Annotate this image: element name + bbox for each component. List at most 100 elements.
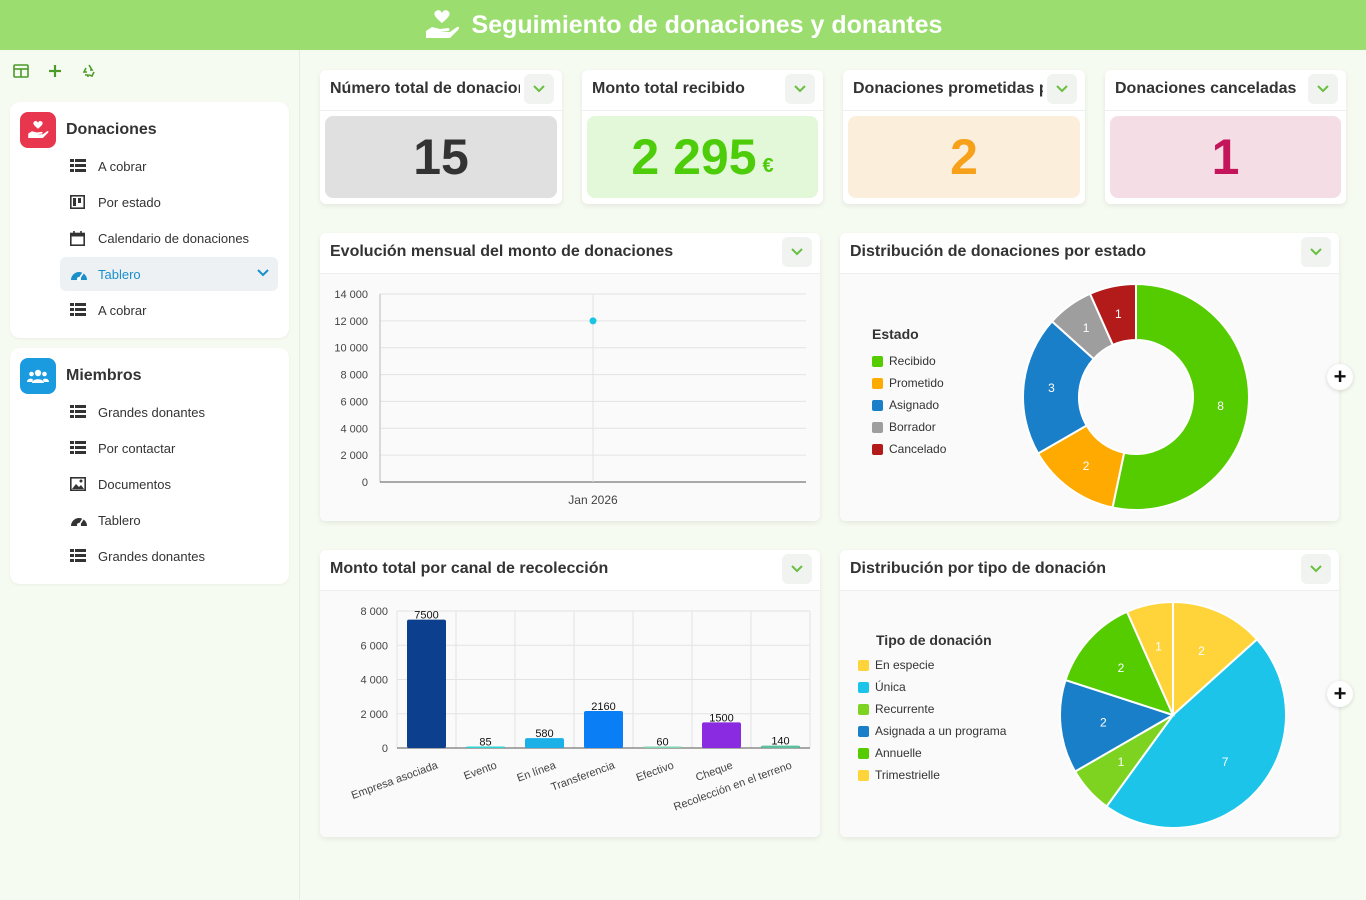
sidebar-item-tablero[interactable]: Tablero [60, 257, 278, 291]
legend-item[interactable]: Trimestrielle [858, 764, 1006, 786]
data-point [589, 317, 597, 325]
chevron-down-icon[interactable] [1301, 554, 1331, 584]
sidebar-item-documentos[interactable]: Documentos [60, 467, 278, 501]
legend-label: Borrador [889, 420, 936, 434]
legend-item[interactable]: Recurrente [858, 698, 1006, 720]
legend-label: Asignado [889, 398, 940, 412]
legend-title: Estado [872, 326, 919, 342]
slice-label: 3 [1048, 381, 1055, 395]
legend-swatch [858, 747, 869, 759]
recycle-icon[interactable] [76, 58, 102, 84]
y-tick-label: 12 000 [334, 316, 368, 328]
pie-slice [1088, 282, 1137, 347]
chart-title: Evolución mensual del monto de donacione… [330, 243, 674, 260]
chevron-down-icon[interactable] [1308, 74, 1338, 104]
legend-swatch [858, 725, 869, 737]
app-title: Seguimiento de donaciones y donantes [471, 10, 943, 39]
sidebar-item-por-estado[interactable]: Por estado [60, 185, 278, 219]
chevron-down-icon[interactable] [782, 237, 812, 267]
chart-title: Monto total por canal de recolección [330, 560, 609, 577]
legend-swatch [858, 659, 869, 671]
y-tick-label: 8 000 [340, 370, 368, 382]
bar [702, 722, 741, 748]
kpi-value-box: 15 [325, 116, 557, 198]
legend-item[interactable]: Asignada a un programa [858, 720, 1006, 742]
bar-value-label: 85 [479, 737, 491, 749]
legend-item[interactable]: Prometido [872, 372, 946, 394]
app-header: Seguimiento de donaciones y donantes [0, 0, 1366, 50]
chart-title: Distribución por tipo de donación [850, 560, 1106, 577]
sidebar: Donaciones A cobrar Por estado Calendari… [0, 50, 300, 900]
kpi-value: 15 [413, 129, 469, 185]
toggle-layout-icon[interactable] [8, 58, 34, 84]
y-tick-label: 0 [362, 477, 368, 489]
kanban-icon [70, 195, 88, 209]
sidebar-item-a-cobrar[interactable]: A cobrar [60, 149, 278, 183]
sidebar-item-grandes-donantes[interactable]: Grandes donantes [60, 395, 278, 429]
gallery-icon [70, 477, 88, 491]
kpi-value: 2 295 [631, 129, 757, 185]
bar [407, 619, 446, 748]
kpi-value-box: 1 [1110, 116, 1341, 198]
chart-card-type: Distribución por tipo de donación Tipo d… [840, 550, 1339, 837]
sidebar-item-label: Calendario de donaciones [98, 230, 250, 246]
bar-value-label: 7500 [414, 610, 438, 622]
legend-item[interactable]: En especie [858, 654, 1006, 676]
slice-label: 2 [1118, 661, 1125, 675]
sidebar-item-por-contactar[interactable]: Por contactar [60, 431, 278, 465]
y-tick-label: 4 000 [360, 675, 388, 687]
table-icon [70, 159, 88, 173]
sidebar-item-grandes-donantes-2[interactable]: Grandes donantes [60, 539, 278, 573]
legend-label: Annuelle [875, 746, 922, 760]
chart-title: Distribución de donaciones por estado [850, 243, 1147, 260]
legend-swatch [872, 377, 883, 389]
dashboard-icon [70, 513, 88, 528]
legend-item[interactable]: Annuelle [858, 742, 1006, 764]
legend-item[interactable]: Cancelado [872, 438, 946, 460]
sidebar-item-calendario[interactable]: Calendario de donaciones [60, 221, 278, 255]
chevron-down-icon[interactable] [785, 74, 815, 104]
x-tick-label: Transferencia [550, 759, 618, 793]
sidebar-item-label: A cobrar [98, 158, 147, 174]
pie-slice [1125, 600, 1174, 716]
slice-label: 1 [1115, 307, 1122, 321]
y-tick-label: 4 000 [340, 423, 368, 435]
y-tick-label: 0 [382, 743, 388, 755]
add-widget-icon[interactable]: + [1327, 681, 1353, 707]
add-widget-icon[interactable]: + [1327, 364, 1353, 390]
nav-section-title: Donaciones [66, 121, 157, 138]
chevron-down-icon[interactable] [524, 74, 554, 104]
chevron-down-icon[interactable] [1047, 74, 1077, 104]
table-icon [70, 441, 88, 455]
pie-slice [1064, 610, 1175, 717]
type-legend: Tipo de donación En especie Única Recurren… [858, 632, 1006, 786]
sidebar-item-label: Documentos [98, 476, 171, 492]
sidebar-item-label: A cobrar [98, 302, 147, 318]
chart-card-monthly: Evolución mensual del monto de donacione… [320, 233, 820, 521]
x-tick-label: Jan 2026 [568, 493, 618, 507]
legend-label: Prometido [889, 376, 944, 390]
legend-item[interactable]: Única [858, 676, 1006, 698]
kpi-value: 2 [950, 129, 978, 185]
chevron-down-icon[interactable] [256, 266, 270, 283]
sidebar-item-a-cobrar-2[interactable]: A cobrar [60, 293, 278, 327]
legend-label: Recibido [889, 354, 936, 368]
dashboard-icon [70, 267, 88, 282]
x-tick-label: Empresa asociada [350, 759, 441, 802]
legend-item[interactable]: Borrador [872, 416, 946, 438]
y-tick-label: 14 000 [334, 289, 368, 301]
chevron-down-icon[interactable] [1301, 237, 1331, 267]
chevron-down-icon[interactable] [782, 554, 812, 584]
legend-item[interactable]: Recibido [872, 350, 946, 372]
add-icon[interactable] [42, 58, 68, 84]
pie-slice [1059, 678, 1176, 773]
kpi-card-total-amount: Monto total recibido 2 295 € [582, 70, 823, 204]
line-chart: 0 2 000 4 000 6 000 8 000 10 000 12 000 14 000 J… [334, 289, 806, 507]
y-tick-label: 6 000 [340, 396, 368, 408]
kpi-unit: € [762, 154, 774, 177]
status-donut-chart: 8 2 3 1 1 [1022, 282, 1250, 511]
sidebar-item-tablero-miembros[interactable]: Tablero [60, 503, 278, 537]
sidebar-item-label: Tablero [98, 512, 141, 528]
legend-item[interactable]: Asignado [872, 394, 946, 416]
